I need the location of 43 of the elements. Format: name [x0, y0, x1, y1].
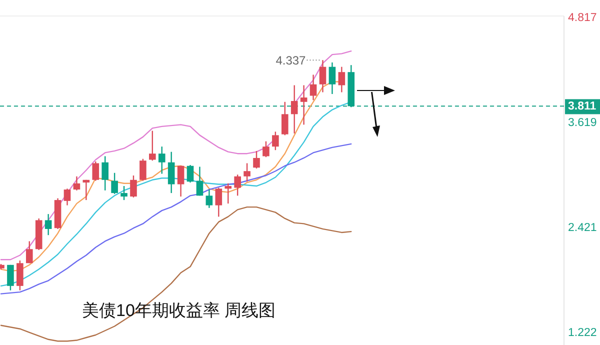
y-tick-label: 4.817 — [568, 12, 597, 24]
candlestick — [111, 172, 118, 195]
candlestick — [310, 74, 317, 101]
candlestick — [234, 174, 241, 196]
candlestick — [338, 66, 346, 93]
candlestick — [215, 187, 222, 218]
candlestick — [82, 179, 90, 201]
candlestick — [196, 166, 204, 196]
candlestick — [92, 160, 100, 182]
line-series — [0, 143, 352, 294]
candlestick — [224, 182, 232, 204]
candlestick — [130, 174, 137, 198]
candlestick — [244, 162, 250, 182]
annotation: 4.337 — [276, 53, 306, 68]
candlestick — [7, 264, 14, 291]
candlestick — [26, 240, 33, 264]
text: 美债10年期收益率 周线图 — [82, 301, 276, 320]
candlestick — [149, 130, 156, 162]
candlestick — [44, 213, 52, 236]
candlestick — [206, 188, 213, 209]
candlestick — [16, 260, 24, 291]
candlestick — [253, 150, 260, 170]
y-tick-label: 3.619 — [568, 117, 597, 130]
candlestick — [120, 185, 128, 201]
line-series — [0, 206, 352, 342]
candlestick — [272, 131, 279, 151]
candlestick — [177, 165, 184, 198]
candlestick — [319, 59, 326, 93]
candlestick — [158, 146, 166, 174]
candlestick — [102, 156, 108, 192]
candlestick — [64, 188, 71, 206]
y-tick-label: 1.222 — [568, 327, 597, 340]
candlestick — [300, 84, 308, 126]
ref-line-label: 3.811 — [568, 100, 597, 113]
y-tick-label: 2.421 — [568, 222, 597, 234]
candlestick — [281, 101, 288, 136]
candlestick — [290, 84, 298, 134]
candlestick — [168, 151, 175, 194]
candlestick — [328, 62, 336, 95]
candlestick — [140, 158, 146, 182]
candlestick — [186, 164, 194, 184]
candlestick — [262, 140, 270, 158]
candlestick — [73, 176, 80, 192]
